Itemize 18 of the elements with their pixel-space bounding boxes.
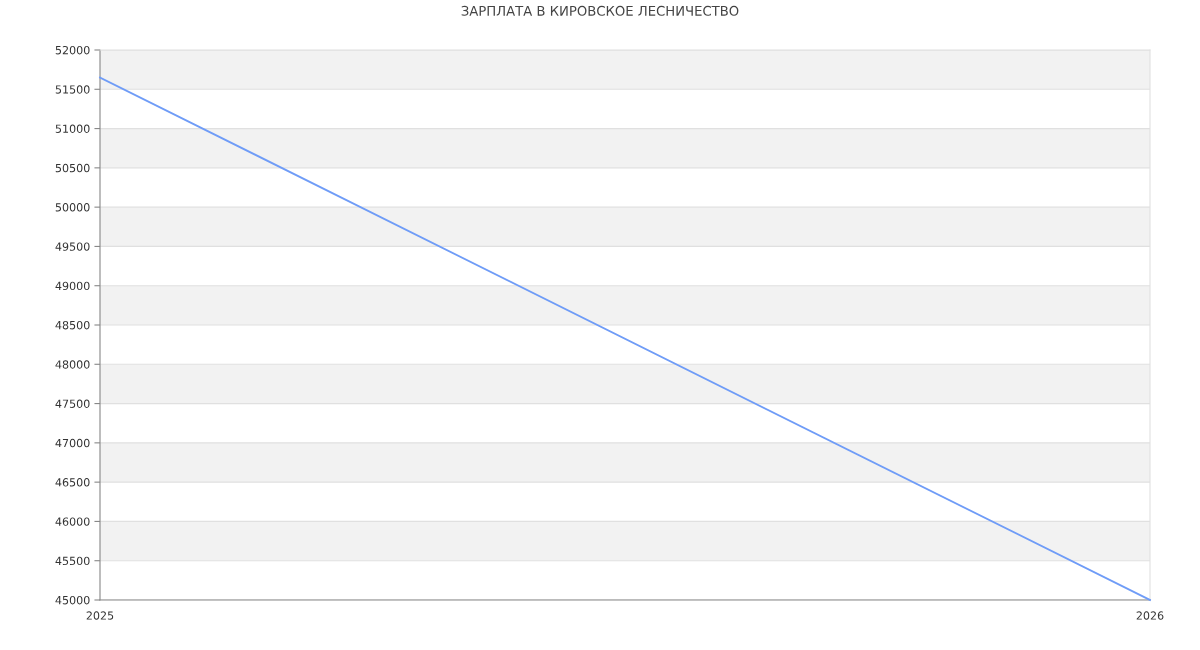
y-tick-label: 46500 <box>55 478 90 487</box>
y-tick-label: 48000 <box>55 360 90 369</box>
y-tick-label: 51000 <box>55 124 90 133</box>
y-tick-label: 45000 <box>55 595 90 605</box>
y-tick-label: 50000 <box>55 203 90 212</box>
x-tick-label: 2025 <box>86 611 114 620</box>
y-tick-label: 48500 <box>55 320 90 330</box>
x-tick-label: 2026 <box>1136 611 1164 620</box>
y-tick-label: 49000 <box>55 281 90 291</box>
chart-title: ЗАРПЛАТА В КИРОВСКОЕ ЛЕСНИЧЕСТВО <box>461 5 739 16</box>
y-tick-label: 47500 <box>55 399 90 408</box>
y-tick-label: 50500 <box>55 163 90 173</box>
y-tick-label: 52000 <box>55 45 90 55</box>
y-tick-label: 49500 <box>55 242 90 251</box>
y-tick-label: 51500 <box>55 85 90 94</box>
y-tick-label: 46000 <box>55 517 90 526</box>
y-tick-label: 47000 <box>55 438 90 448</box>
y-tick-label: 45500 <box>55 556 90 566</box>
